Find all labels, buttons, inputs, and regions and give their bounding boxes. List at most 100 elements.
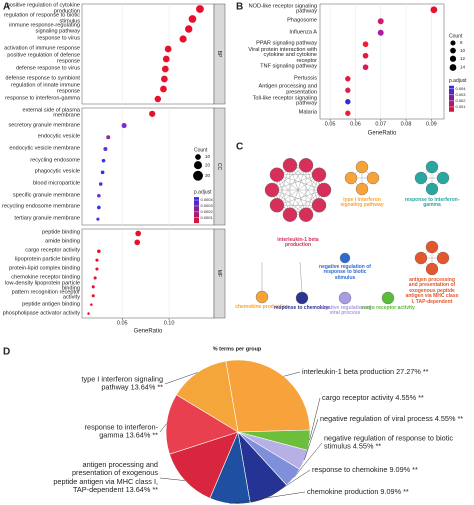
pie-label: response to chemokine 9.09% ** (312, 464, 468, 474)
row-label: recycling endosome membrane (1, 203, 80, 210)
pie-label-sig: ** (157, 383, 163, 392)
network-node (338, 291, 352, 305)
legend-label: 0.002 (456, 98, 467, 103)
pie-title: % terms per group (213, 346, 262, 352)
pie-label-sig: ** (152, 431, 158, 440)
row-label: Malaria (298, 109, 317, 116)
pie-slice (169, 431, 239, 499)
pie-label-sig: ** (422, 366, 429, 376)
legend-dot (193, 161, 203, 170)
legend-label: 0.0003 (201, 203, 214, 208)
legend-label: 0.0002 (201, 209, 214, 214)
dot (161, 75, 168, 83)
edge (289, 174, 320, 215)
legend-label: 10 (205, 154, 211, 159)
dot (97, 249, 101, 254)
pie-label-value: 13.64% (130, 383, 156, 392)
dot (91, 285, 95, 289)
legend-label: 8 (460, 40, 463, 45)
row-label: defense response to symbiont (5, 75, 80, 82)
pie-label-name: negative regulation of response to bioti… (324, 433, 453, 451)
network-node (295, 291, 309, 305)
network-node (311, 167, 327, 182)
row-label: phospholipase activator activity (2, 309, 80, 316)
pie-label-name: negative regulation of viral process (320, 413, 433, 423)
row-label: amide binding (45, 238, 80, 245)
legend-label: 10 (460, 48, 466, 53)
network-node (355, 160, 369, 174)
x-tick-label: 0.05 (325, 121, 336, 127)
row-label: Phagosome (287, 17, 317, 24)
network-label: response to interferon-gamma (404, 197, 460, 209)
network-node (366, 171, 380, 185)
panel-letter: D (3, 347, 10, 358)
dot (134, 239, 141, 246)
dot (377, 18, 384, 25)
network-node (264, 182, 280, 198)
network-node (436, 171, 450, 185)
row-label: NOD-like receptor signaling pathway (248, 3, 317, 15)
dot (97, 193, 101, 198)
dot (362, 64, 369, 71)
legend-dot (195, 154, 201, 160)
pie-label-value: 9.09% (389, 464, 411, 474)
pie-label-value: 9.09% (380, 486, 402, 496)
panel-letter: A (3, 2, 10, 13)
facet-strip (213, 107, 226, 226)
row-label: Pertussis (293, 75, 317, 81)
network-label: negative regulation of viral process (319, 305, 371, 317)
legend-label: 0.001 (456, 104, 467, 109)
x-tick-label: 0.09 (426, 121, 437, 127)
dot (345, 87, 351, 93)
dot (95, 267, 99, 271)
network-label: response to chemokine (274, 305, 330, 311)
leader-line (159, 423, 167, 433)
legend-label: 0.003 (456, 92, 467, 97)
pie-label-value: 27.27% (396, 366, 421, 376)
dot (179, 35, 187, 43)
network-node (344, 171, 358, 185)
leader-line (283, 371, 301, 377)
dot (345, 110, 351, 116)
dot (97, 205, 101, 210)
pie-slice (225, 359, 311, 433)
legend-dot (450, 47, 456, 54)
edge (276, 174, 320, 206)
row-label: endocytic vesicle (37, 133, 80, 140)
row-label: response to interferon-gamma (5, 95, 80, 102)
row-label: endocytic vesicle membrane (9, 145, 80, 152)
dot (160, 85, 167, 93)
row-label: lipoprotein particle binding (15, 256, 80, 263)
leader-line (159, 477, 185, 481)
colorbar (449, 85, 454, 112)
pie-label-sig: ** (152, 485, 158, 495)
network-label: negative regulation of response to bioti… (319, 264, 371, 281)
pie-label-value: 13.64% (125, 431, 151, 440)
network-node (425, 160, 439, 174)
pie-label-value: 4.55% (434, 413, 456, 423)
dot (96, 217, 100, 221)
dot (93, 276, 97, 280)
dot (185, 25, 193, 33)
pie-label: negative regulation of viral process 4.55… (320, 413, 468, 423)
network-node (436, 251, 450, 265)
dot (90, 303, 93, 306)
row-label: regulation of innate immune response (10, 82, 80, 94)
network-node (425, 240, 439, 254)
network-label: antigen processing and presentation of e… (405, 277, 459, 305)
row-label: specific granule membrane (12, 192, 80, 198)
pie-label-sig: ** (418, 392, 424, 402)
pie-label: negative regulation of response to bioti… (324, 433, 468, 452)
dot (161, 65, 169, 73)
pie-label: chemokine production 9.09% ** (307, 486, 468, 496)
dot (377, 29, 384, 36)
pie-label-value: 4.55% (395, 392, 417, 402)
dot (162, 55, 170, 63)
dot (101, 158, 106, 163)
leader-line (164, 372, 198, 385)
pie-label: response to interferon-gamma 13.64% ** (48, 423, 158, 441)
dot (95, 258, 99, 262)
pie-label-value: 4.55% (352, 442, 374, 451)
